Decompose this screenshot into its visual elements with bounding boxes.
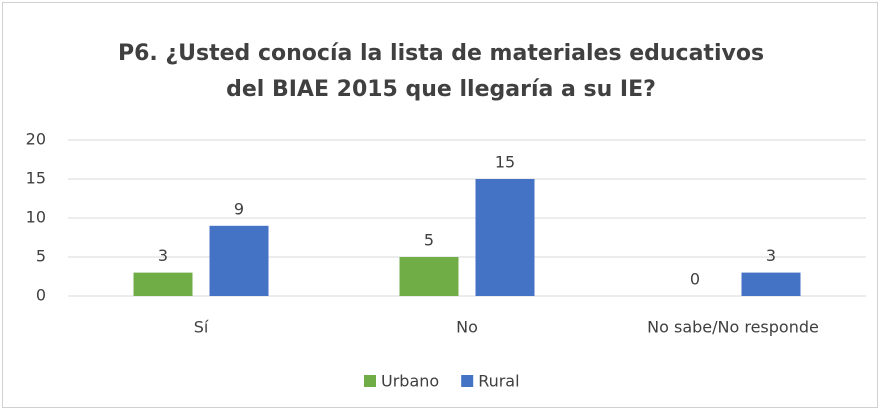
y-tick-label: 20 bbox=[26, 130, 46, 149]
bar bbox=[133, 272, 193, 296]
bar bbox=[475, 179, 535, 296]
chart-title: P6. ¿Usted conocía la lista de materiale… bbox=[117, 41, 765, 102]
data-label: 5 bbox=[424, 231, 434, 250]
legend-label: Rural bbox=[478, 372, 519, 391]
x-tick-label: Sí bbox=[194, 318, 209, 337]
bar bbox=[399, 257, 459, 296]
y-tick-label: 0 bbox=[36, 286, 46, 305]
data-label: 0 bbox=[690, 270, 700, 289]
x-tick-label: No bbox=[456, 318, 478, 337]
data-label: 9 bbox=[234, 199, 244, 218]
data-label: 3 bbox=[158, 246, 168, 265]
chart-border bbox=[2, 2, 878, 408]
legend-swatch bbox=[364, 375, 376, 387]
y-tick-label: 10 bbox=[26, 208, 46, 227]
data-label: 15 bbox=[495, 153, 515, 172]
legend-swatch bbox=[461, 375, 474, 387]
legend-label: Urbano bbox=[381, 372, 439, 391]
data-label: 3 bbox=[766, 246, 776, 265]
y-tick-label: 5 bbox=[36, 247, 46, 266]
bar bbox=[209, 225, 269, 296]
y-tick-label: 15 bbox=[26, 169, 46, 188]
x-tick-label: No sabe/No responde bbox=[647, 318, 819, 337]
bar bbox=[741, 272, 801, 296]
